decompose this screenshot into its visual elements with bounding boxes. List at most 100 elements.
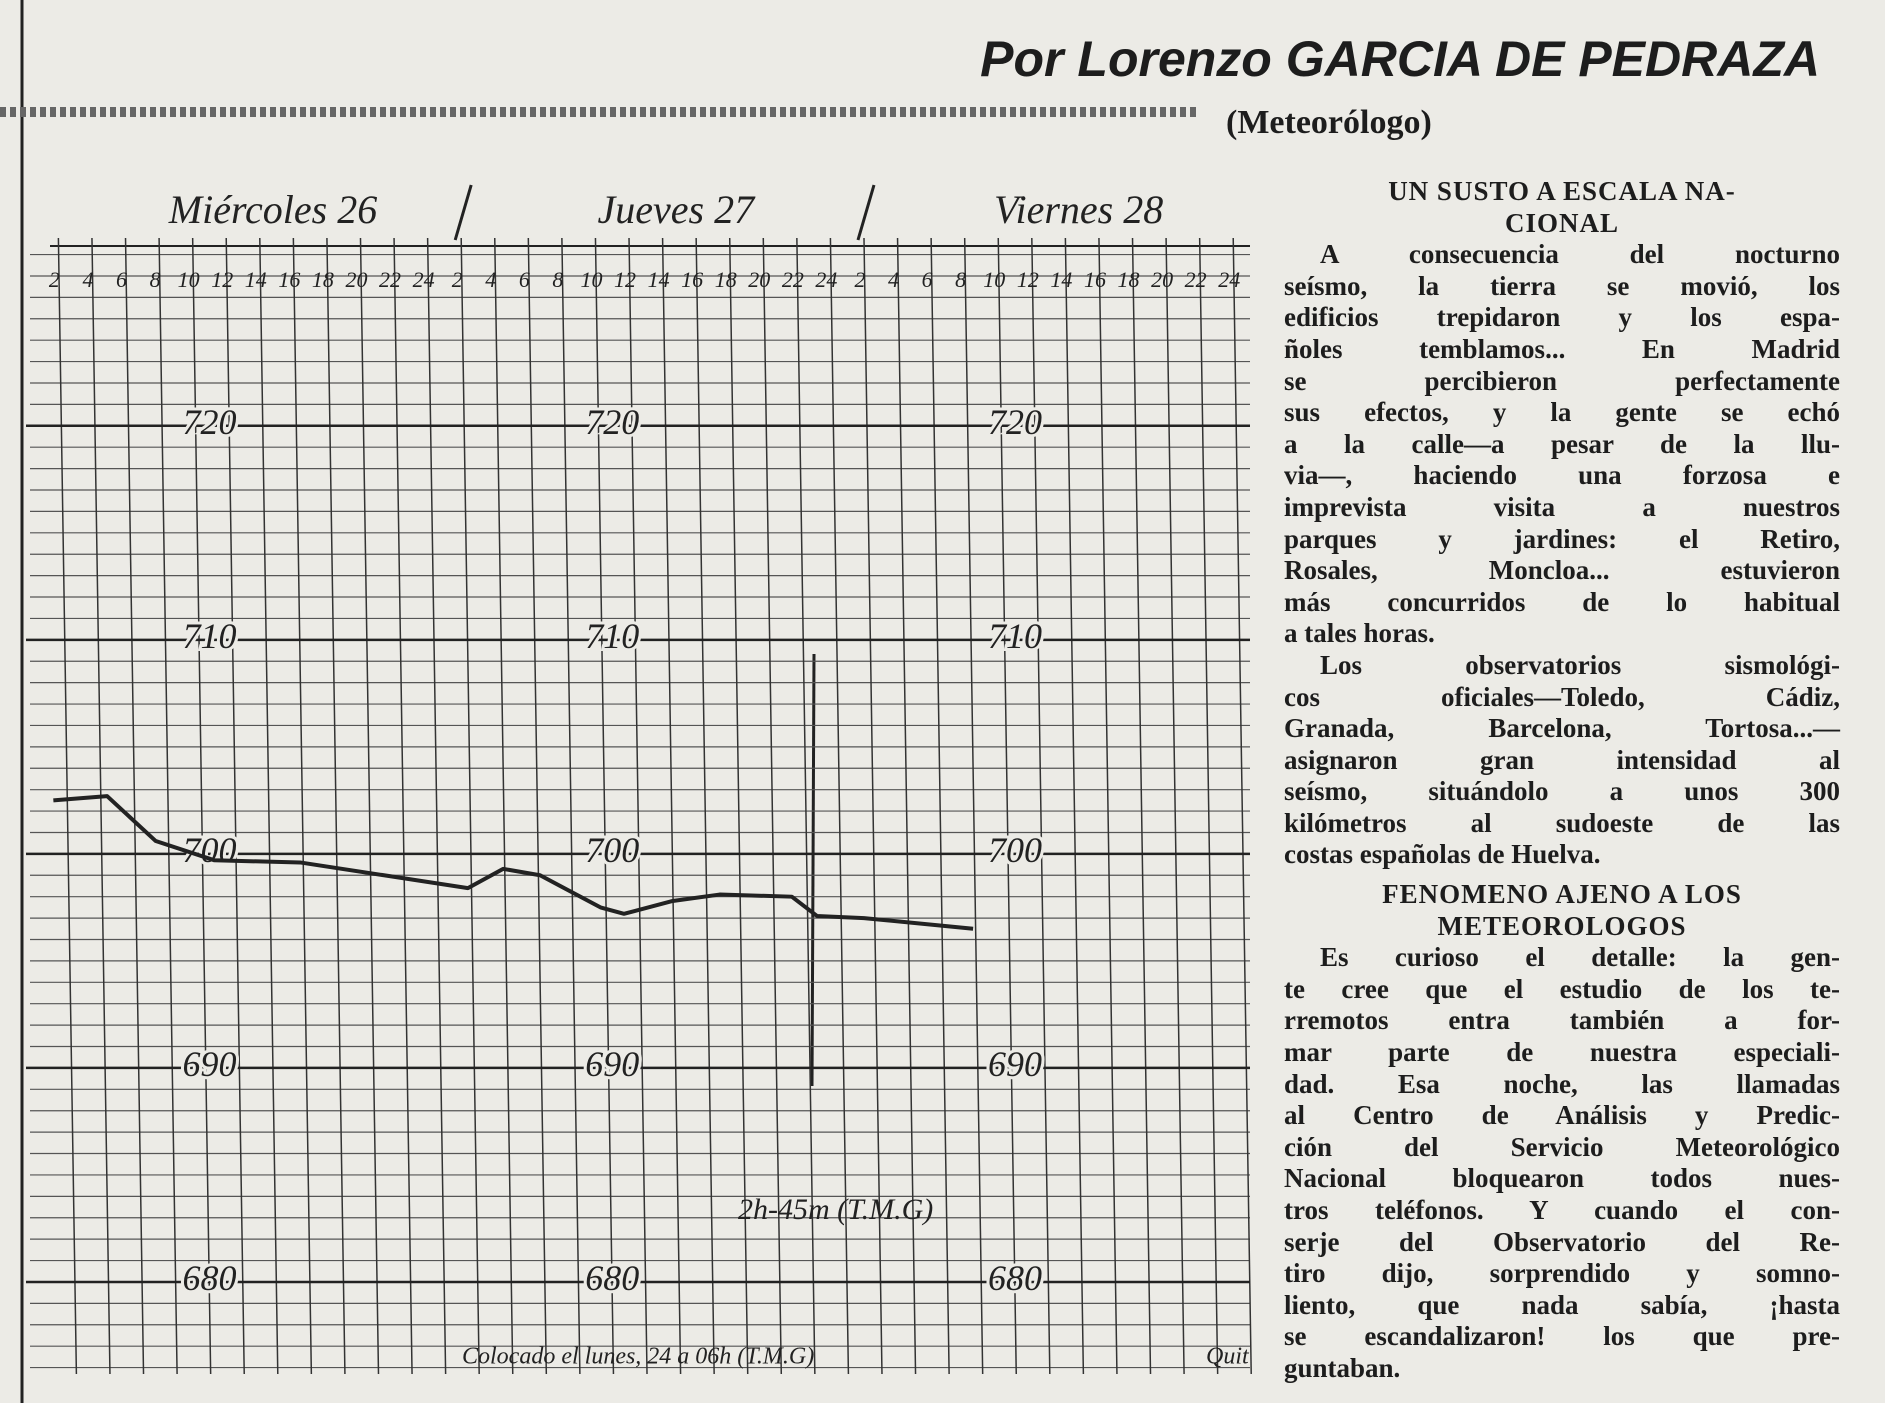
x-tick-label: 4 <box>82 267 93 292</box>
text-line: liento, que nada sabía, ¡hasta <box>1284 1290 1840 1322</box>
text-line: sus efectos, y la gente se echó <box>1284 397 1840 429</box>
day-label: Viernes 28 <box>994 187 1163 232</box>
section-heading: UN SUSTO A ESCALA NA- <box>1284 176 1840 208</box>
day-separator <box>455 185 471 240</box>
y-tick-label: 710 <box>182 616 236 656</box>
y-tick-label: 680 <box>182 1258 236 1298</box>
text-line: Rosales, Moncloa... estuvieron <box>1284 555 1840 587</box>
text-line: se percibieron perfectamente <box>1284 366 1840 398</box>
text-line: ción del Servicio Meteorológico <box>1284 1132 1840 1164</box>
page: Por Lorenzo GARCIA DE PEDRAZA (Meteorólo… <box>0 0 1885 1403</box>
x-tick-label: 14 <box>648 267 670 292</box>
grid-line <box>92 238 110 1374</box>
y-tick-label: 700 <box>182 830 236 870</box>
grid-line <box>461 238 479 1374</box>
text-line: via—, haciendo una forzosa e <box>1284 460 1840 492</box>
grid-line <box>1200 238 1218 1374</box>
y-tick-label: 710 <box>988 616 1042 656</box>
text-line: kilómetros al sudoeste de las <box>1284 808 1840 840</box>
seismic-trace <box>812 654 814 1086</box>
grid-line <box>360 238 378 1374</box>
text-line: Granada, Barcelona, Tortosa...— <box>1284 713 1840 745</box>
annotation: Colocado el lunes, 24 a 06h (T.M.G) <box>462 1344 814 1370</box>
x-tick-label: 12 <box>211 267 233 292</box>
annotation: Quit <box>1206 1344 1250 1370</box>
text-line: imprevista visita a nuestros <box>1284 492 1840 524</box>
text-line: a tales horas. <box>1284 618 1840 650</box>
x-tick-label: 8 <box>552 267 563 292</box>
x-tick-label: 24 <box>815 267 837 292</box>
text-line: tiro dijo, sorprendido y somno- <box>1284 1258 1840 1290</box>
x-tick-label: 8 <box>150 267 161 292</box>
x-tick-label: 6 <box>922 267 933 292</box>
x-tick-label: 14 <box>1050 267 1072 292</box>
text-line: se escandalizaron! los que pre- <box>1284 1321 1840 1353</box>
x-tick-label: 4 <box>888 267 899 292</box>
grid-line <box>495 238 513 1374</box>
grid-line <box>260 238 278 1374</box>
grid-line <box>965 238 983 1374</box>
grid-line <box>696 238 714 1374</box>
text-line: seísmo, la tierra se movió, los <box>1284 271 1840 303</box>
text-line: cos oficiales—Toledo, Cádiz, <box>1284 682 1840 714</box>
grid-line <box>663 238 681 1374</box>
y-tick-label: 690 <box>585 1044 639 1084</box>
text-line: guntaban. <box>1284 1353 1840 1385</box>
grid-line <box>562 238 580 1374</box>
grid-line <box>58 238 76 1374</box>
text-line: Nacional bloquearon todos nues- <box>1284 1163 1840 1195</box>
x-tick-label: 8 <box>955 267 966 292</box>
x-tick-label: 24 <box>413 267 435 292</box>
text-line: rremotos entra también a for- <box>1284 1005 1840 1037</box>
text-line: ñoles temblamos... En Madrid <box>1284 334 1840 366</box>
x-tick-label: 20 <box>1151 267 1173 292</box>
x-tick-label: 10 <box>580 267 602 292</box>
grid-line <box>1166 238 1184 1374</box>
text-line: al Centro de Análisis y Predic- <box>1284 1100 1840 1132</box>
y-tick-label: 720 <box>182 402 236 442</box>
x-tick-label: 2 <box>854 267 865 292</box>
x-tick-label: 24 <box>1218 267 1240 292</box>
section-heading: FENOMENO AJENO A LOS <box>1284 879 1840 911</box>
x-tick-label: 18 <box>312 267 334 292</box>
y-tick-label: 680 <box>585 1258 639 1298</box>
annotation: 2h-45m (T.M.G) <box>738 1193 933 1226</box>
grid-line <box>327 238 345 1374</box>
day-label: Jueves 27 <box>598 187 757 232</box>
x-tick-label: 16 <box>278 267 300 292</box>
grid-line <box>293 238 311 1374</box>
text-line: edificios trepidaron y los espa- <box>1284 302 1840 334</box>
x-tick-label: 18 <box>715 267 737 292</box>
text-line: Es curioso el detalle: la gen- <box>1284 942 1840 974</box>
y-tick-label: 700 <box>988 830 1042 870</box>
x-tick-label: 4 <box>485 267 496 292</box>
text-line: serje del Observatorio del Re- <box>1284 1227 1840 1259</box>
grid-line <box>126 238 144 1374</box>
text-line: dad. Esa noche, las llamadas <box>1284 1069 1840 1101</box>
x-tick-label: 22 <box>379 267 401 292</box>
x-tick-label: 16 <box>681 267 703 292</box>
y-tick-label: 680 <box>988 1258 1042 1298</box>
day-separator <box>858 185 874 240</box>
grid-line <box>931 238 949 1374</box>
grid-line <box>1099 238 1117 1374</box>
day-label: Miércoles 26 <box>168 187 377 232</box>
x-tick-label: 16 <box>1084 267 1106 292</box>
y-tick-label: 710 <box>585 616 639 656</box>
x-tick-label: 14 <box>245 267 267 292</box>
y-tick-label: 700 <box>585 830 639 870</box>
grid-line <box>1065 238 1083 1374</box>
x-tick-label: 22 <box>782 267 804 292</box>
x-tick-label: 22 <box>1185 267 1207 292</box>
y-tick-label: 720 <box>988 402 1042 442</box>
text-line: A consecuencia del nocturno <box>1284 239 1840 271</box>
text-line: Los observatorios sismológi- <box>1284 650 1840 682</box>
x-tick-label: 18 <box>1118 267 1140 292</box>
x-tick-label: 10 <box>178 267 200 292</box>
y-tick-label: 690 <box>988 1044 1042 1084</box>
x-tick-label: 20 <box>345 267 367 292</box>
section-heading: CIONAL <box>1284 208 1840 240</box>
text-line: costas españolas de Huelva. <box>1284 839 1840 871</box>
x-tick-label: 2 <box>452 267 463 292</box>
y-tick-label: 690 <box>182 1044 236 1084</box>
